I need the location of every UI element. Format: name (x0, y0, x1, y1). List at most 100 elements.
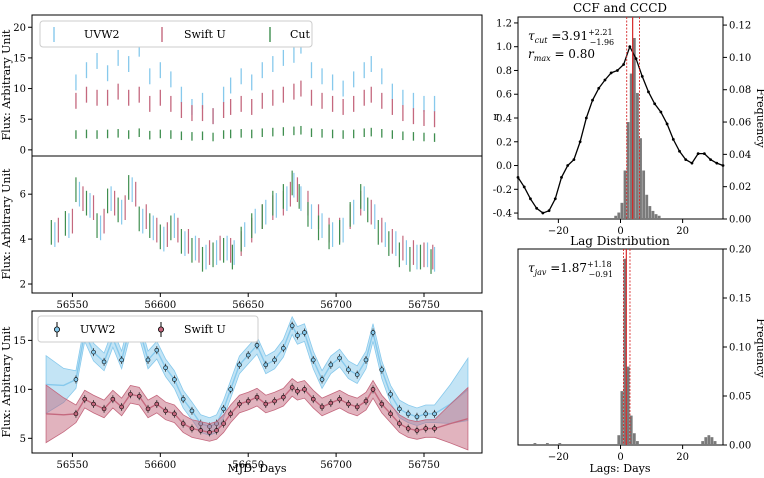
lag-right-yticks: 0.00 0.05 0.10 0.15 0.20 (723, 245, 751, 452)
panel-ccf: CCF and CCCD -0.4 -0.2 0.0 0.2 0.4 0.6 0.8 1.0 1… (493, 1, 764, 237)
gp-data-point (363, 357, 369, 363)
gp-data-point (136, 393, 142, 399)
xtick-label: 56600 (144, 300, 176, 311)
ccf-point (547, 209, 551, 213)
gp-band (45, 378, 469, 451)
ytick-label: 0.4 (496, 114, 512, 125)
right-ytick-label: 0.08 (729, 85, 751, 96)
panel-gpfit: 5 10 15 56550 56600 56650 56700 56750 Flux: Ar… (0, 310, 483, 475)
gp-data-point (302, 330, 307, 335)
ccf-point (572, 158, 576, 161)
lag-hist-bar (710, 437, 714, 445)
gp-legend-marker-uvw2 (54, 326, 61, 333)
xtick-label: 0 (617, 226, 623, 237)
lag-hist-bar (707, 435, 711, 445)
ccf-point (566, 164, 570, 167)
ccf-point (516, 176, 520, 179)
ccf-tau-annotation: τcut =3.91+2.21 −1.96 (528, 28, 614, 47)
lag-hist-bar (558, 443, 562, 445)
gp-data-point (379, 401, 385, 407)
right-ytick-label: 0.04 (729, 150, 751, 161)
lag-hist-bar (632, 433, 636, 445)
gpfit-yticks: 5 10 15 (13, 336, 32, 445)
gp-data-point (432, 426, 437, 431)
ccf-right-yticks: 0.00 0.02 0.04 0.06 0.08 0.10 0.12 (723, 21, 751, 226)
lag-tau-annotation: τjav =1.87+1.18 −0.91 (528, 260, 613, 279)
gp-data-point (221, 406, 226, 412)
gp-data-point (82, 396, 88, 402)
gp-data-point (354, 372, 360, 377)
lag-hist-bar (620, 391, 624, 445)
gp-data-point (101, 359, 107, 365)
right-ytick-label: 0.20 (729, 245, 751, 256)
gp-data-point (405, 426, 411, 431)
ccf-hist-bar (617, 212, 621, 219)
lag-hist-bar (629, 415, 633, 445)
ccf-point (702, 152, 706, 156)
ccf-hist-bar (651, 210, 655, 219)
gp-data-point (319, 404, 325, 410)
xtick-label: 20 (676, 226, 689, 237)
right-ytick-label: 0.10 (729, 53, 751, 64)
gp-data-point (388, 391, 393, 397)
gp-data-point (379, 367, 385, 373)
ytick-label: 20 (13, 23, 26, 34)
xtick-label: −20 (548, 226, 569, 237)
ccf-point (721, 164, 725, 167)
ytick-label: 1.2 (496, 18, 512, 29)
ccf-line (517, 45, 724, 214)
gp-data-point (272, 398, 277, 404)
xtick-label: 56650 (232, 460, 264, 471)
ccf-hist-bar (645, 194, 649, 219)
gp-data-point (370, 330, 376, 335)
ccf-histogram (614, 38, 661, 220)
detrended-series (50, 170, 436, 274)
ccf-point (715, 161, 719, 165)
ccf-hist-bar (629, 73, 633, 219)
ccf-point (678, 149, 681, 153)
lag-hist-bar (545, 443, 549, 445)
gp-data-point (119, 404, 124, 410)
gp-data-point (272, 357, 277, 363)
gp-data-point (263, 362, 269, 368)
right-ytick-label: 0.05 (729, 392, 751, 403)
lightcurve-legend: UVW2 Swift U Cut (39, 20, 313, 48)
gp-data-point (180, 396, 186, 402)
xtick-label: −20 (548, 452, 569, 463)
ccf-hist-bar (642, 170, 646, 219)
gp-legend-label-swift-u: Swift U (184, 323, 226, 336)
gp-data-point (432, 411, 437, 417)
gpfit-legend: UVW2 Swift U (37, 315, 259, 343)
ccf-point (671, 137, 675, 141)
lag-xticks: −20 0 20 (548, 445, 689, 463)
gp-data-point (207, 430, 212, 435)
legend-label-cut: Cut (290, 28, 311, 41)
lag-hist-bar (623, 258, 627, 445)
gp-data-point (354, 404, 360, 410)
xtick-label: 56550 (57, 460, 89, 471)
lightcurve-ylabel: Flux: Arbitrary Unit (0, 29, 13, 140)
ccf-point (603, 78, 607, 82)
ccf-curve (516, 45, 725, 215)
lag-title: Lag Distribution (570, 234, 670, 248)
ccf-right-ylabel: Frequency (754, 88, 764, 148)
ytick-label: -0.4 (493, 209, 512, 220)
ccf-point (560, 176, 563, 179)
ccf-point (647, 90, 650, 94)
ccf-point (653, 102, 657, 106)
gp-data-point (397, 406, 402, 412)
right-ytick-label: 0.00 (729, 441, 751, 452)
ytick-label: 15 (13, 53, 26, 64)
lag-hist-bar (713, 441, 717, 445)
ccf-point (690, 161, 694, 165)
gp-data-point (397, 421, 402, 426)
xtick-label: 56600 (144, 460, 176, 471)
ccf-point (541, 211, 545, 215)
gp-data-point (337, 355, 342, 361)
gp-data-point (128, 391, 133, 397)
gp-legend-label-uvw2: UVW2 (80, 323, 116, 336)
ccf-hist-bar (623, 170, 627, 219)
gp-data-point (119, 357, 124, 363)
right-ytick-label: 0.12 (729, 21, 751, 32)
ytick-label: 2 (20, 280, 26, 291)
